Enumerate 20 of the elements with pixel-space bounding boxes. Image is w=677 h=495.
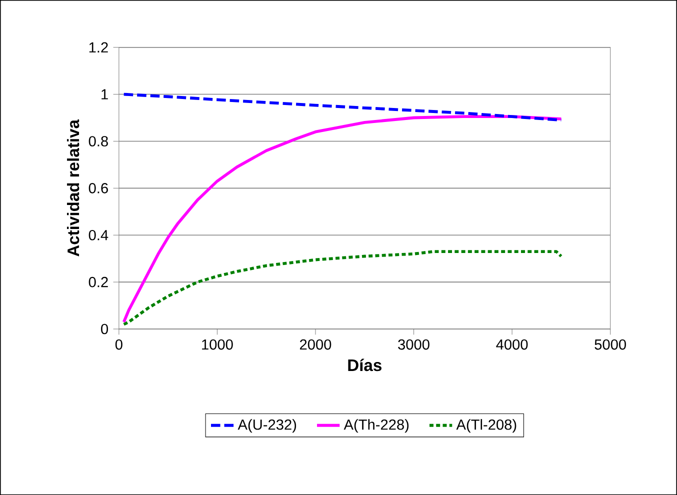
- y-tick-label: 1.2: [89, 42, 108, 52]
- x-tick-label: 0: [115, 339, 122, 350]
- line-series: [122, 115, 563, 324]
- y-tick-label: 0.8: [88, 136, 108, 146]
- y-tick-label: 1: [102, 89, 108, 100]
- legend-label: A(Tl-208): [456, 418, 516, 433]
- y-tick-label: 0.2: [88, 276, 108, 288]
- y-tick-label: 0: [101, 324, 108, 334]
- y-tick-label: 0.4: [88, 230, 108, 240]
- x-tick-label: 3000: [398, 339, 430, 350]
- x-tick-label: 1000: [202, 339, 233, 350]
- y-axis-title: Actividad relativa: [66, 119, 80, 256]
- x-tick-label: 4000: [496, 339, 528, 350]
- x-axis-title: Días: [348, 358, 382, 372]
- x-tick-label: 2000: [300, 339, 332, 350]
- legend-label: A(Th-228): [344, 418, 409, 433]
- y-tick-label: 0.6: [88, 182, 108, 194]
- x-tick-label: 5000: [594, 339, 626, 350]
- legend-label: A(U-232): [238, 418, 296, 433]
- line-series: [122, 92, 563, 122]
